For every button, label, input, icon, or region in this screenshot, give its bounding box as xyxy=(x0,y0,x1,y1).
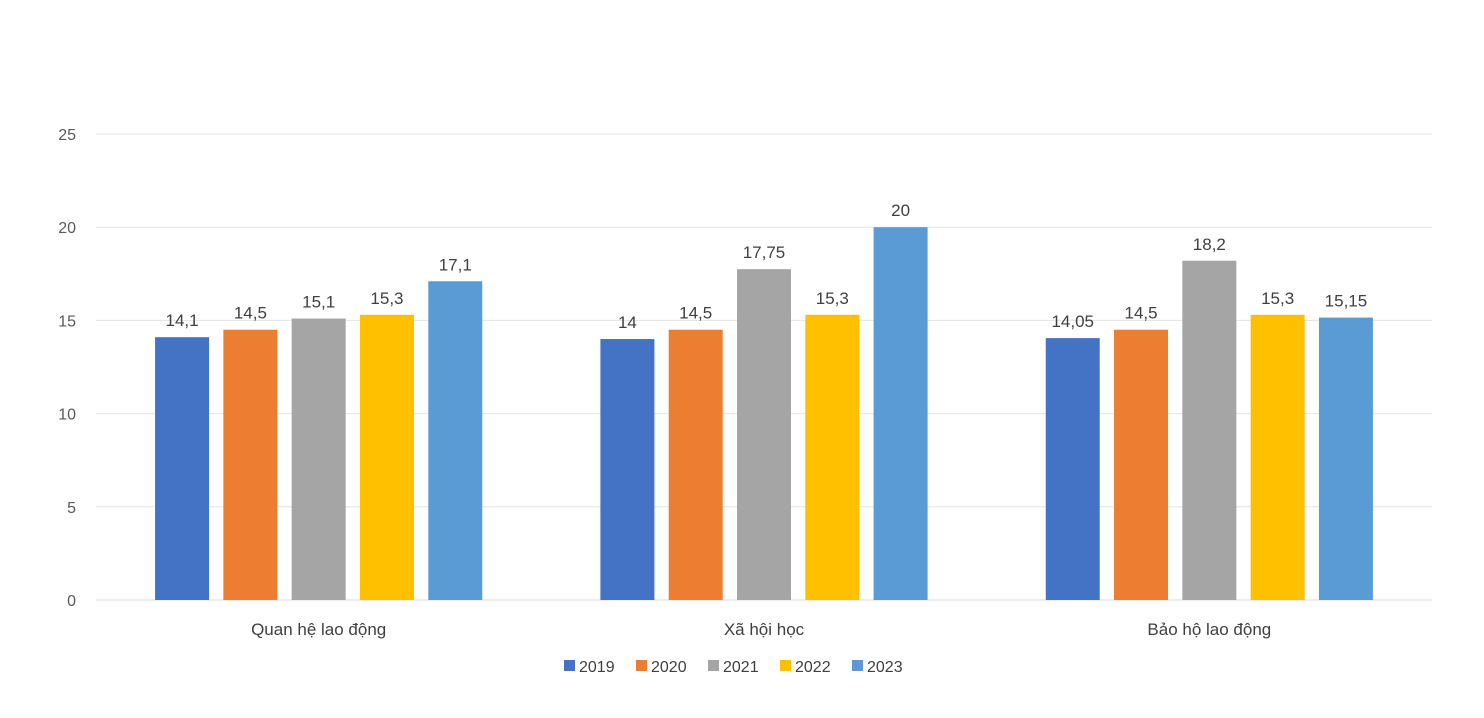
bar-2021 xyxy=(291,318,346,600)
bar-2020 xyxy=(223,329,278,600)
data-label: 17,1 xyxy=(439,255,472,274)
data-label: 15,3 xyxy=(370,289,403,308)
bar-2021 xyxy=(1182,260,1237,600)
bar-2023 xyxy=(428,281,483,600)
y-tick-label: 10 xyxy=(58,407,76,424)
data-label: 15,3 xyxy=(816,289,849,308)
legend-swatch xyxy=(564,660,575,671)
data-label: 14,05 xyxy=(1051,312,1094,331)
data-label: 15,3 xyxy=(1261,289,1294,308)
legend-label: 2023 xyxy=(867,659,903,676)
y-tick-label: 5 xyxy=(67,500,76,517)
bar-2019 xyxy=(1045,338,1100,600)
x-axis: Quan hệ lao động Xã hội học Bảo hộ lao độn… xyxy=(251,620,1271,639)
legend-swatch xyxy=(852,660,863,671)
legend-label: 2020 xyxy=(651,659,687,676)
bar-2023 xyxy=(1318,317,1373,600)
x-category-label: Xã hội học xyxy=(724,620,805,639)
x-category-label: Bảo hộ lao động xyxy=(1147,620,1271,639)
bar-2022 xyxy=(359,314,414,600)
bar-2020 xyxy=(668,329,723,600)
bar-2019 xyxy=(600,339,655,600)
legend-swatch xyxy=(636,660,647,671)
legend-label: 2022 xyxy=(795,659,831,676)
bar-2021 xyxy=(737,269,791,600)
data-label: 14,1 xyxy=(166,311,199,330)
y-tick-label: 20 xyxy=(58,220,76,237)
legend: 2019 2020 2021 2022 2023 xyxy=(564,659,903,676)
data-label: 15,15 xyxy=(1325,292,1368,311)
data-label: 14,5 xyxy=(234,304,267,323)
bar-2020 xyxy=(1114,329,1169,600)
y-tick-label: 0 xyxy=(67,593,76,610)
y-tick-label: 15 xyxy=(58,313,76,330)
bar-2022 xyxy=(805,314,860,600)
bar-2023 xyxy=(873,227,928,600)
bar-2022 xyxy=(1250,314,1305,600)
legend-label: 2021 xyxy=(723,659,759,676)
bars xyxy=(155,227,1373,600)
data-label: 17,75 xyxy=(743,243,786,262)
data-label: 14,5 xyxy=(1124,304,1157,323)
data-labels: 14,1 14,5 15,1 15,3 17,1 14 14,5 17,75 15,3 20 14,… xyxy=(166,201,1368,332)
legend-swatch xyxy=(780,660,791,671)
y-axis: 0 5 10 15 20 25 xyxy=(58,127,76,610)
data-label: 15,1 xyxy=(302,293,335,312)
data-label: 18,2 xyxy=(1193,235,1226,254)
x-category-label: Quan hệ lao động xyxy=(251,620,386,639)
legend-swatch xyxy=(708,660,719,671)
data-label: 20 xyxy=(891,201,910,220)
legend-label: 2019 xyxy=(579,659,615,676)
y-tick-label: 25 xyxy=(58,127,76,144)
data-label: 14 xyxy=(618,313,637,332)
bar-2019 xyxy=(155,337,210,600)
data-label: 14,5 xyxy=(679,304,712,323)
